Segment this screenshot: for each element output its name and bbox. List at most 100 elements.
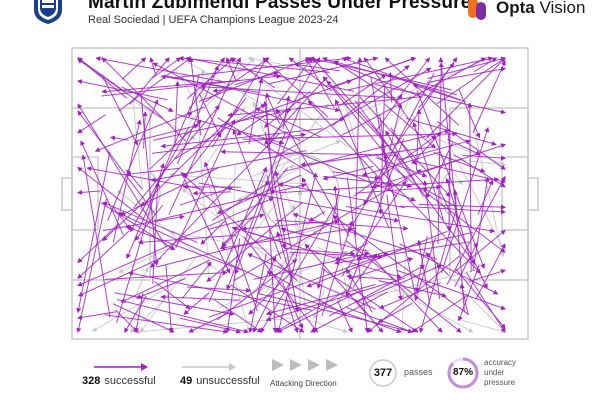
successful-pass-arrow xyxy=(334,99,390,229)
successful-pass-arrow xyxy=(438,57,458,221)
successful-pass-arrow xyxy=(275,108,350,237)
successful-pass-arrow xyxy=(364,153,481,274)
successful-pass-arrow xyxy=(153,281,191,310)
successful-pass-arrow xyxy=(425,252,449,276)
successful-pass-arrow xyxy=(269,229,278,333)
successful-pass-arrow xyxy=(453,154,506,188)
successful-pass-arrow xyxy=(353,135,437,197)
successful-pass-arrow xyxy=(149,57,157,75)
successful-pass-arrow xyxy=(241,221,325,232)
successful-pass-arrow xyxy=(419,207,458,333)
attacking-direction-label: Attacking Direction xyxy=(270,379,337,388)
successful-pass-arrow xyxy=(410,295,468,333)
successful-pass-arrow xyxy=(280,227,367,252)
successful-pass-arrow xyxy=(262,57,329,118)
successful-pass-arrow xyxy=(248,269,295,315)
successful-pass-arrow xyxy=(364,249,443,333)
successful-pass-arrow xyxy=(332,65,410,127)
successful-pass-arrow xyxy=(355,184,442,194)
accuracy-value: 87% xyxy=(452,367,473,378)
successful-pass-arrow xyxy=(135,278,186,299)
successful-pass-arrow xyxy=(472,60,506,134)
right-six-yard-box xyxy=(501,156,529,231)
successful-pass-arrow xyxy=(339,57,487,137)
successful-pass-arrow xyxy=(243,236,318,333)
unsuccessful-pass-arrow xyxy=(451,149,506,253)
brand-sub: Vision xyxy=(539,0,586,17)
successful-pass-arrow xyxy=(230,57,276,89)
right-penalty-arc xyxy=(439,171,451,216)
page-subtitle: Real Sociedad | UEFA Champions League 20… xyxy=(88,14,339,26)
right-goal xyxy=(527,177,539,211)
successful-pass-arrow xyxy=(77,189,101,195)
successful-pass-arrow xyxy=(268,56,379,85)
successful-pass-arrow xyxy=(282,282,304,329)
successful-pass-arrow xyxy=(181,261,212,300)
unsuccessful-pass-arrow xyxy=(360,269,477,301)
successful-pass-arrow xyxy=(152,181,161,285)
accuracy-label-line-2: under xyxy=(484,368,505,377)
successful-pass-arrow xyxy=(133,104,220,209)
successful-pass-arrow xyxy=(213,298,263,333)
successful-pass-arrow xyxy=(354,57,363,237)
successful-pass-arrow xyxy=(316,188,340,290)
successful-pass-arrow xyxy=(77,223,120,264)
successful-pass-arrow xyxy=(455,268,506,329)
passes-count: 377 xyxy=(373,367,393,379)
successful-pass-arrow xyxy=(265,284,376,316)
successful-pass-arrow xyxy=(204,161,258,312)
successful-pass-arrow xyxy=(247,253,377,310)
successful-pass-arrow xyxy=(125,225,243,271)
successful-pass-arrow xyxy=(332,171,380,181)
pass-arrows xyxy=(76,55,506,335)
successful-pass-arrow xyxy=(107,99,159,222)
pitch xyxy=(61,47,539,340)
successful-pass-arrow xyxy=(118,57,192,112)
page-title: Martin Zubimendi Passes Under Pressure xyxy=(88,0,472,13)
successful-pass-arrow xyxy=(308,210,325,222)
successful-pass-arrow xyxy=(102,201,198,244)
successful-pass-arrow xyxy=(472,176,490,271)
centre-spot xyxy=(297,191,303,196)
successful-pass-arrow xyxy=(207,213,265,230)
successful-pass-arrow xyxy=(284,247,356,257)
unsuccessful-pass-arrow xyxy=(222,103,330,251)
unsuccessful-pass-arrow xyxy=(191,106,246,186)
successful-pass-arrow xyxy=(441,126,490,273)
successful-pass-arrow xyxy=(174,80,180,147)
successful-pass-arrow xyxy=(165,75,341,113)
successful-pass-arrow xyxy=(323,175,413,189)
successful-pass-arrow xyxy=(375,94,403,132)
successful-count: 328 xyxy=(82,375,101,387)
unsuccessful-pass-arrow xyxy=(134,317,292,335)
successful-pass-arrow xyxy=(345,206,496,234)
passes-count-circle xyxy=(369,359,397,387)
successful-pass-arrow xyxy=(380,142,417,297)
successful-pass-arrow xyxy=(198,93,222,138)
successful-pass-arrow xyxy=(305,57,335,109)
attacking-direction-arrows-icon xyxy=(272,359,338,371)
successful-pass-arrow xyxy=(446,175,506,285)
successful-pass-arrow xyxy=(120,167,219,216)
successful-pass-arrow xyxy=(180,171,298,281)
legend: 328 successful 49 unsuccessful Attacking D… xyxy=(0,350,600,400)
successful-pass-arrow xyxy=(306,230,448,288)
accuracy-label-line-1: accuracy xyxy=(484,358,517,367)
successful-pass-arrow xyxy=(81,154,111,318)
unsuccessful-pass-arrow xyxy=(168,172,311,185)
successful-pass-arrow xyxy=(150,150,307,183)
successful-pass-arrow xyxy=(112,303,175,333)
successful-pass-arrow xyxy=(134,204,164,241)
successful-pass-arrow xyxy=(110,135,129,141)
successful-pass-arrow xyxy=(333,60,401,105)
successful-pass-arrow xyxy=(300,146,432,167)
successful-pass-arrow xyxy=(101,57,187,142)
successful-pass-arrow xyxy=(227,96,421,118)
successful-pass-arrow xyxy=(77,114,106,134)
opta-logo-icon xyxy=(468,0,486,20)
accuracy-ring xyxy=(447,357,479,389)
successful-pass-arrow xyxy=(221,216,254,248)
successful-pass-arrow xyxy=(230,284,305,333)
successful-pass-arrow xyxy=(361,151,440,177)
successful-pass-arrow xyxy=(134,292,144,333)
